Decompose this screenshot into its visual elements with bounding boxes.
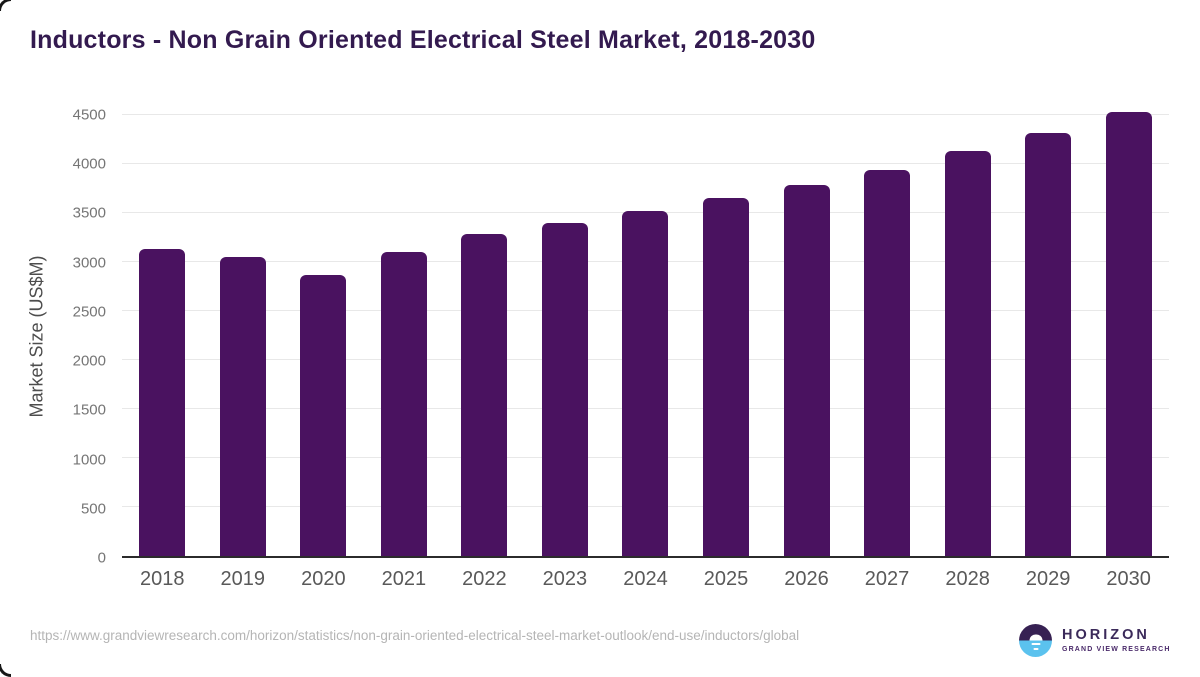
bar-2019 [219,256,266,556]
x-tick-label: 2030 [1106,568,1151,590]
x-tick-label: 2027 [864,568,910,590]
logo-subtitle: GRAND VIEW RESEARCH [1062,645,1171,653]
y-tick-label: 2000 [72,352,106,370]
sun-reflection-dash [1033,647,1038,650]
card-corner-bottom-left [0,664,11,677]
bar-slot [364,115,445,556]
brand-logo: HORIZON GRAND VIEW RESEARCH [1019,624,1171,657]
y-tick-label: 1500 [72,401,106,419]
bar-2021 [380,252,427,556]
bar-2020 [300,275,347,556]
y-tick-label: 1000 [72,451,106,469]
bar-2025 [702,197,749,556]
bars-row [122,112,1169,556]
bar-slot [283,115,364,556]
bar-slot [1088,112,1169,556]
bar-slot [927,115,1008,556]
x-tick-label: 2025 [703,568,749,590]
bar-slot [766,115,847,556]
y-tick-label: 500 [80,500,106,518]
source-url: https://www.grandviewresearch.com/horizo… [30,628,800,643]
bar-2024 [622,211,669,556]
x-axis-ticks: 2018 2019 2020 2021 2022 2023 2024 2025 2026 2027… [122,568,1169,591]
horizon-sunrise-icon [1019,624,1052,657]
plot-area [122,112,1169,558]
bar-2026 [783,184,830,556]
x-tick-label: 2018 [140,568,185,590]
logo-text: HORIZON GRAND VIEW RESEARCH [1062,628,1171,653]
x-tick-label: 2022 [462,568,507,590]
chart-title: Inductors - Non Grain Oriented Electrica… [30,26,816,54]
bar-slot [605,115,686,556]
sun-icon [1029,634,1042,641]
bar-slot [525,115,606,556]
bar-2023 [541,222,588,556]
bar-2018 [139,248,186,556]
x-tick-label: 2020 [301,568,346,590]
x-tick-label: 2028 [945,568,990,590]
y-tick-label: 4500 [72,106,106,124]
gridline [122,114,1169,115]
bar-2022 [461,233,508,556]
card-corner-top-left [0,0,11,11]
x-tick-label: 2029 [1025,568,1071,590]
y-tick-label: 0 [97,549,106,567]
logo-name: HORIZON [1062,627,1150,644]
y-axis-ticks: 0 500 1000 1500 2000 2500 3000 3500 4000 4500 [0,107,106,567]
y-tick-label: 4000 [72,155,106,173]
y-tick-label: 3000 [72,254,106,272]
bar-slot [203,115,284,556]
bar-slot [444,115,525,556]
bar-slot [686,115,767,556]
x-tick-label: 2019 [220,568,266,590]
bar-2028 [944,151,991,556]
y-tick-label: 2500 [72,303,106,321]
bar-2029 [1025,132,1072,556]
x-tick-label: 2024 [623,568,668,590]
y-tick-label: 3500 [72,204,106,222]
bar-2027 [864,169,911,556]
x-tick-label: 2026 [784,568,829,590]
bar-2030 [1105,112,1152,556]
sun-reflection-dash [1031,643,1040,645]
bar-slot [1008,115,1089,556]
x-tick-label: 2021 [381,568,427,590]
x-tick-label: 2023 [542,568,588,590]
bar-slot [847,115,928,556]
gridline [122,163,1169,164]
bar-slot [122,115,203,556]
